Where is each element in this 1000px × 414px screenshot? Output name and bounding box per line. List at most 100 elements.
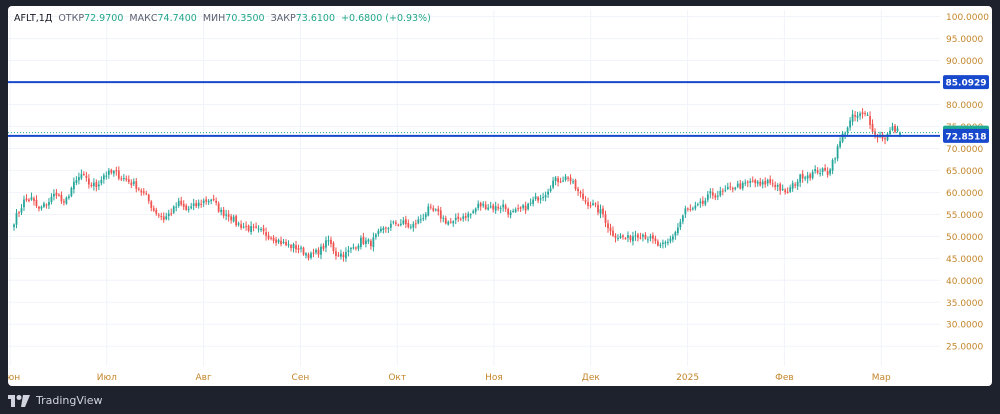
candle-body xyxy=(801,173,804,179)
candle-body xyxy=(145,193,148,195)
candle-body xyxy=(399,223,402,225)
candle-body xyxy=(609,227,612,232)
candle-body xyxy=(627,235,629,238)
candle-body xyxy=(414,223,417,225)
candle-body xyxy=(457,216,460,219)
candle-body xyxy=(43,203,45,207)
candle-body xyxy=(350,248,352,250)
candle-body xyxy=(467,213,470,218)
candle-body xyxy=(237,223,240,225)
candle-body xyxy=(177,200,180,207)
candle-body xyxy=(754,179,757,184)
candle-body xyxy=(494,206,497,211)
candle-body xyxy=(502,204,505,208)
candle-body xyxy=(619,235,622,238)
candle-body xyxy=(477,203,480,209)
candle-body xyxy=(394,222,397,224)
candle-body xyxy=(377,230,380,235)
candle-body xyxy=(222,209,225,216)
candle-body xyxy=(684,208,687,215)
candle-body xyxy=(856,115,859,118)
high-value: 74.7400 xyxy=(157,13,197,24)
candle-body xyxy=(637,234,639,238)
candle-body xyxy=(592,203,594,205)
x-tick-label: Ноя xyxy=(485,373,503,383)
low-label: МИН xyxy=(202,13,226,24)
candle-body xyxy=(305,253,307,256)
candle-body xyxy=(774,184,777,187)
candle-body xyxy=(529,202,532,204)
interval-label[interactable]: 1Д xyxy=(38,13,53,24)
candle-body xyxy=(816,170,819,173)
candle-body xyxy=(829,169,832,174)
candle-body xyxy=(534,196,537,199)
candle-body xyxy=(165,216,168,219)
candle-body xyxy=(716,195,719,197)
change-value: +0.6800 (+0.93%) xyxy=(341,13,431,24)
ohlc-legend: AFLT, 1Д ОТКР72.9700 МАКС74.7400 МИН70.3… xyxy=(14,13,431,24)
candle-body xyxy=(417,219,420,224)
level-price-tag: 72.8518 xyxy=(943,128,989,143)
tradingview-footer[interactable]: TradingView xyxy=(8,394,102,407)
candle-body xyxy=(622,235,624,238)
candle-body xyxy=(45,204,48,206)
candle-body xyxy=(499,208,502,210)
candle-body xyxy=(300,247,302,249)
candle-body xyxy=(766,180,769,184)
x-tick-label: Фев xyxy=(775,373,794,383)
candle-body xyxy=(242,226,245,228)
candle-body xyxy=(87,178,90,185)
candle-body xyxy=(320,246,322,255)
candle-body xyxy=(442,217,445,219)
candlestick-series xyxy=(13,108,901,262)
candle-body xyxy=(699,201,702,204)
candle-body xyxy=(28,199,30,201)
candle-body xyxy=(694,205,697,209)
candle-body xyxy=(806,175,809,179)
candle-body xyxy=(18,212,20,214)
y-tick-label: 90.0000 xyxy=(946,57,983,67)
chart-panel[interactable]: 100.000095.000090.000085.000080.000075.0… xyxy=(8,6,992,386)
candle-body xyxy=(849,120,851,128)
x-tick-label: Июн xyxy=(8,373,20,383)
candle-body xyxy=(654,238,657,242)
candle-body xyxy=(210,199,213,202)
candle-body xyxy=(290,245,292,249)
candle-body xyxy=(574,180,577,190)
candle-body xyxy=(100,179,103,184)
candle-body xyxy=(562,180,564,182)
symbol-label[interactable]: AFLT xyxy=(14,13,36,24)
candle-body xyxy=(80,174,83,179)
candle-body xyxy=(564,176,567,180)
candle-body xyxy=(105,175,108,177)
candle-body xyxy=(814,169,817,172)
candle-body xyxy=(671,236,674,240)
candle-body xyxy=(642,234,644,237)
candle-body xyxy=(729,186,732,188)
candle-body xyxy=(392,221,395,223)
y-tick-label: 70.0000 xyxy=(946,145,983,155)
candle-body xyxy=(632,236,634,242)
candle-body xyxy=(869,116,871,125)
candle-body xyxy=(180,200,183,205)
candle-body xyxy=(315,249,317,253)
y-tick-label: 60.0000 xyxy=(946,189,983,199)
candle-body xyxy=(662,242,664,245)
candle-body xyxy=(532,199,535,204)
candle-body xyxy=(761,181,764,185)
svg-text:85.0929: 85.0929 xyxy=(946,79,987,89)
chart-canvas[interactable]: 100.000095.000090.000085.000080.000075.0… xyxy=(8,6,992,386)
candle-body xyxy=(262,228,265,232)
candle-body xyxy=(569,177,572,182)
candle-body xyxy=(135,181,138,189)
candle-body xyxy=(594,203,597,205)
candle-body xyxy=(572,181,574,183)
candle-body xyxy=(844,133,846,135)
candle-body xyxy=(804,177,807,179)
candle-body xyxy=(147,194,150,202)
candle-body xyxy=(58,194,60,196)
candle-body xyxy=(260,229,262,231)
candle-body xyxy=(786,191,789,193)
candle-body xyxy=(439,210,442,219)
